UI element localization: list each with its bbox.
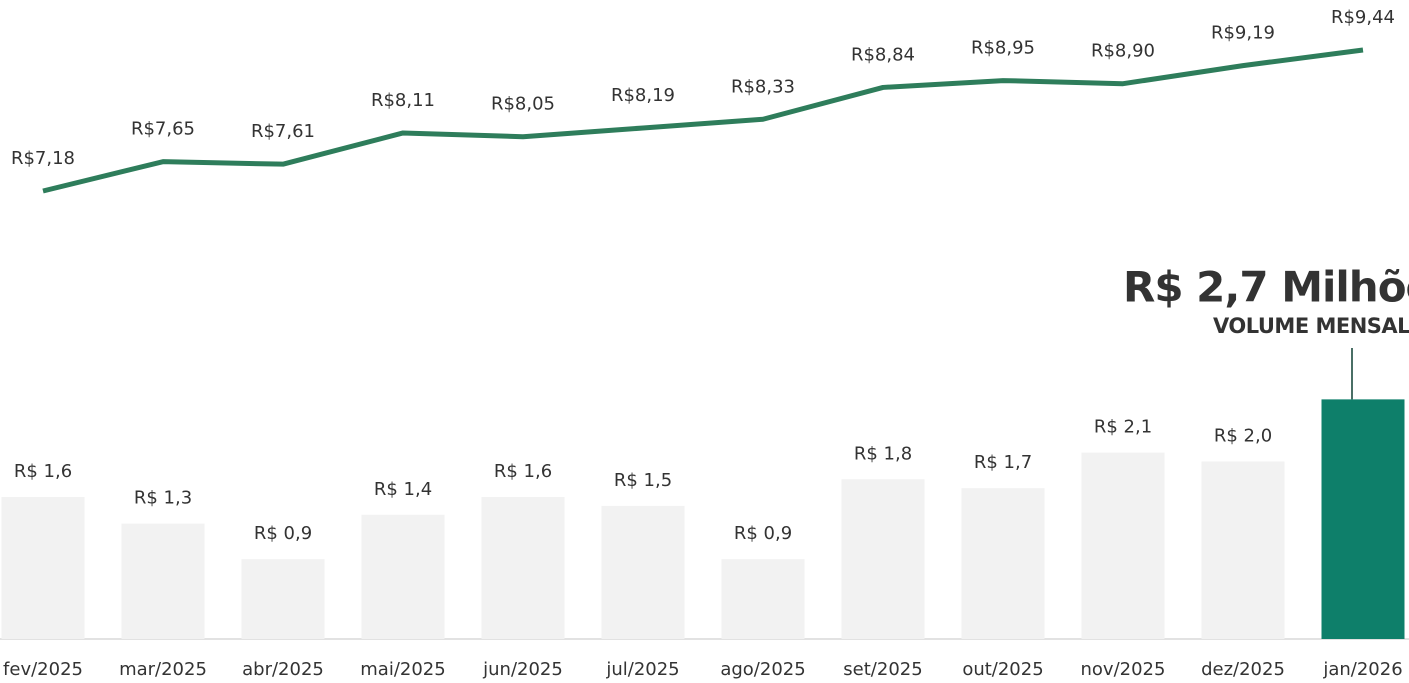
- line-value-label: R$8,95: [971, 38, 1035, 59]
- line-value-label: R$8,11: [371, 90, 435, 111]
- bar: [1, 497, 85, 639]
- line: [42, 47, 1364, 194]
- line-value-label: R$9,44: [1331, 7, 1395, 28]
- bar: [1201, 461, 1285, 639]
- bar: [841, 479, 925, 639]
- line-value-label: R$8,19: [611, 85, 675, 106]
- line-value-label: R$7,61: [251, 121, 315, 142]
- line-value-label: R$7,65: [131, 119, 195, 140]
- x-tick-label: ago/2025: [720, 659, 805, 680]
- bar-value-label: R$ 1,7: [974, 452, 1032, 473]
- x-tick-label: set/2025: [843, 659, 922, 680]
- line-value-label: R$7,18: [11, 148, 75, 169]
- bar: [1321, 399, 1405, 639]
- line-value-label: R$9,19: [1211, 23, 1275, 44]
- bar-value-label: R$ 1,8: [854, 443, 912, 464]
- bar-value-label: R$ 1,6: [494, 461, 552, 482]
- line-value-label: R$8,90: [1091, 41, 1155, 62]
- x-tick-label: jun/2025: [482, 659, 563, 680]
- bar: [121, 523, 205, 639]
- x-tick-label: abr/2025: [242, 659, 324, 680]
- x-tick-label: mar/2025: [119, 659, 207, 680]
- bar: [601, 505, 685, 639]
- x-tick-label: jul/2025: [605, 659, 679, 680]
- line-value-label: R$8,05: [491, 94, 555, 115]
- line-value-label: R$8,33: [731, 76, 795, 97]
- bar: [1081, 452, 1165, 639]
- bar-value-label: R$ 1,5: [614, 470, 672, 491]
- bar-value-label: R$ 1,3: [134, 488, 192, 509]
- bar-value-label: R$ 0,9: [734, 523, 792, 544]
- annotation-subtitle: VOLUME MENSAL: [1213, 314, 1409, 338]
- x-tick-label: nov/2025: [1081, 659, 1166, 680]
- x-tick-label: jan/2026: [1322, 659, 1402, 680]
- bar: [961, 488, 1045, 639]
- bar-value-label: R$ 1,6: [14, 461, 72, 482]
- bar: [721, 559, 805, 639]
- annotation-title: R$ 2,7 Milhões: [1123, 263, 1409, 312]
- x-tick-label: fev/2025: [3, 659, 83, 680]
- bar-value-label: R$ 2,1: [1094, 417, 1152, 438]
- x-tick-label: mai/2025: [360, 659, 445, 680]
- x-tick-label: dez/2025: [1201, 659, 1285, 680]
- bar-value-label: R$ 1,4: [374, 479, 432, 500]
- bar-value-label: R$ 0,9: [254, 523, 312, 544]
- bar: [361, 514, 445, 639]
- line-value-label: R$8,84: [851, 44, 915, 65]
- x-tick-label: out/2025: [962, 659, 1043, 680]
- bar: [241, 559, 325, 639]
- bar-value-label: R$ 2,0: [1214, 426, 1272, 447]
- bar: [481, 497, 565, 639]
